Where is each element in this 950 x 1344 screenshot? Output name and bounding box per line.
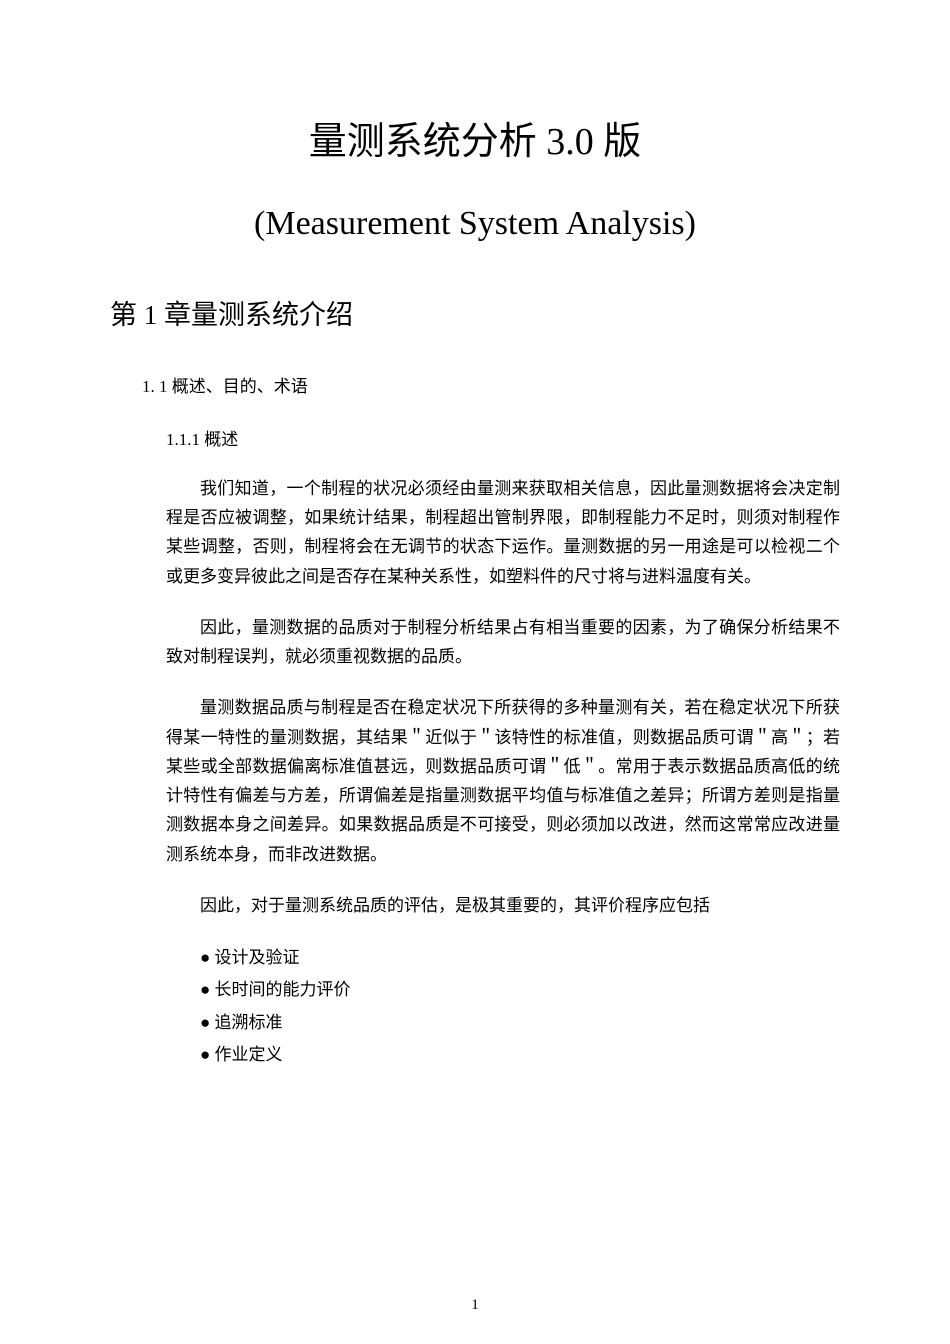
section-title-text: 1 概述、目的、术语: [159, 377, 308, 396]
body-paragraph: 我们知道，一个制程的状况必须经由量测来获取相关信息，因此量测数据将会决定制程是否…: [166, 474, 840, 591]
list-item: 长时间的能力评价: [166, 974, 840, 1006]
bullet-list: 设计及验证 长时间的能力评价 追溯标准 作业定义: [166, 942, 840, 1071]
list-item: 作业定义: [166, 1039, 840, 1071]
body-paragraph: 因此，对于量测系统品质的评估，是极其重要的，其评价程序应包括: [166, 891, 840, 920]
section-heading-1-1: 1. 1 概述、目的、术语: [142, 372, 840, 397]
chapter-heading: 第 1 章量测系统介绍: [110, 293, 840, 332]
subtitle: (Measurement System Analysis): [110, 205, 840, 243]
subsection-heading-1-1-1: 1.1.1 概述: [166, 425, 840, 450]
body-paragraph: 量测数据品质与制程是否在稳定状况下所获得的多种量测有关，若在稳定状况下所获得某一…: [166, 693, 840, 868]
main-title: 量测系统分析 3.0 版: [110, 110, 840, 165]
list-item: 追溯标准: [166, 1007, 840, 1039]
list-item: 设计及验证: [166, 942, 840, 974]
document-page: 量测系统分析 3.0 版 (Measurement System Analysi…: [0, 0, 950, 1344]
body-paragraph: 因此，量测数据的品质对于制程分析结果占有相当重要的因素，为了确保分析结果不致对制…: [166, 613, 840, 671]
subsection-title-text: 概述: [204, 430, 238, 449]
subsection-number: 1.1.1: [166, 430, 204, 449]
section-number: 1.: [142, 377, 159, 396]
page-number: 1: [0, 1297, 950, 1314]
